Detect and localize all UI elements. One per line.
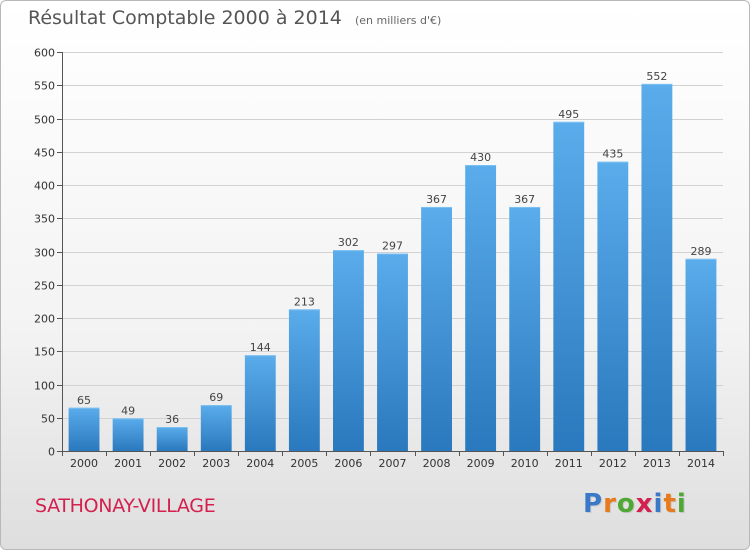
axes: 0 50 100 150 200 250 300 350 400 450 500 550 600 2000… [34, 47, 724, 470]
value-label-2013: 552 [646, 70, 667, 83]
x-tick-label-2002: 2002 [158, 457, 186, 470]
x-tick-label-2001: 2001 [114, 457, 142, 470]
value-label-2010: 367 [514, 193, 535, 206]
bar-2014 [685, 258, 717, 451]
value-label-2007: 297 [382, 239, 403, 252]
y-tick-label-50: 50 [41, 413, 55, 426]
value-label-2004: 144 [250, 341, 271, 354]
value-label-2008: 367 [426, 193, 447, 206]
y-tick-label-500: 500 [34, 114, 55, 127]
bar-2010 [509, 206, 541, 451]
bars [68, 83, 717, 452]
bar-2011 [553, 121, 585, 451]
logo-letter-5: t [663, 489, 677, 519]
proxiti-logo: Proxiti [583, 489, 687, 519]
value-label-2000: 65 [77, 394, 91, 407]
bar-2004 [244, 355, 276, 451]
x-tick-label-2008: 2008 [423, 457, 451, 470]
bar-2003 [200, 405, 232, 451]
y-tick-label-100: 100 [34, 380, 55, 393]
logo-letter-3: x [635, 489, 654, 519]
x-tick-label-2010: 2010 [511, 457, 539, 470]
bar-2012 [597, 161, 629, 451]
x-tick-label-2000: 2000 [70, 457, 98, 470]
value-labels: 65 49 36 69 144 213 302 297 367 430 367 495 435 552 28… [77, 70, 711, 426]
bar-2002 [156, 427, 188, 451]
y-tick-label-450: 450 [34, 147, 55, 160]
x-tick-label-2012: 2012 [599, 457, 627, 470]
bar-2009 [465, 165, 497, 452]
x-tick-label-2003: 2003 [202, 457, 230, 470]
value-label-2006: 302 [338, 236, 359, 249]
logo-letter-0: P [583, 489, 604, 519]
x-tick-label-2005: 2005 [290, 457, 318, 470]
value-label-2003: 69 [209, 391, 223, 404]
x-tick-label-2006: 2006 [334, 457, 362, 470]
value-label-2012: 435 [602, 148, 623, 161]
value-label-2005: 213 [294, 295, 315, 308]
bar-2013 [641, 83, 673, 452]
value-label-2001: 49 [121, 404, 135, 417]
chart-title-block: Résultat Comptable 2000 à 2014 (en milli… [28, 7, 441, 29]
logo-letter-4: i [653, 489, 664, 519]
x-tick-label-2009: 2009 [467, 457, 495, 470]
x-tick-label-2013: 2013 [643, 457, 671, 470]
value-label-2002: 36 [165, 413, 179, 426]
y-tick-label-400: 400 [34, 180, 55, 193]
logo-letter-6: i [676, 489, 687, 519]
logo-letter-2: o [616, 489, 636, 519]
y-tick-label-0: 0 [48, 446, 55, 459]
chart-subtitle: (en milliers d'€) [354, 14, 442, 27]
bar-2001 [112, 418, 144, 451]
bar-2006 [333, 250, 364, 451]
x-tick-label-2004: 2004 [246, 457, 274, 470]
y-tick-label-350: 350 [34, 213, 55, 226]
y-tick-label-250: 250 [34, 280, 55, 293]
x-tick-label-2014: 2014 [687, 457, 715, 470]
x-tick-label-2007: 2007 [379, 457, 407, 470]
y-tick-label-600: 600 [34, 47, 55, 60]
bar-2007 [377, 253, 408, 451]
commune-name: SATHONAY-VILLAGE [35, 495, 216, 517]
y-tick-label-550: 550 [34, 80, 55, 93]
chart-title: Résultat Comptable 2000 à 2014 [28, 7, 342, 29]
bar-2008 [421, 206, 452, 451]
y-tick-label-150: 150 [34, 346, 55, 359]
logo-letter-1: r [603, 489, 617, 519]
value-label-2011: 495 [558, 108, 579, 121]
y-tick-label-200: 200 [34, 313, 55, 326]
value-label-2014: 289 [690, 245, 711, 258]
bar-2005 [288, 309, 320, 451]
x-tick-label-2011: 2011 [555, 457, 583, 470]
value-label-2009: 430 [470, 151, 491, 164]
bar-2000 [68, 407, 100, 451]
y-tick-label-300: 300 [34, 247, 55, 260]
